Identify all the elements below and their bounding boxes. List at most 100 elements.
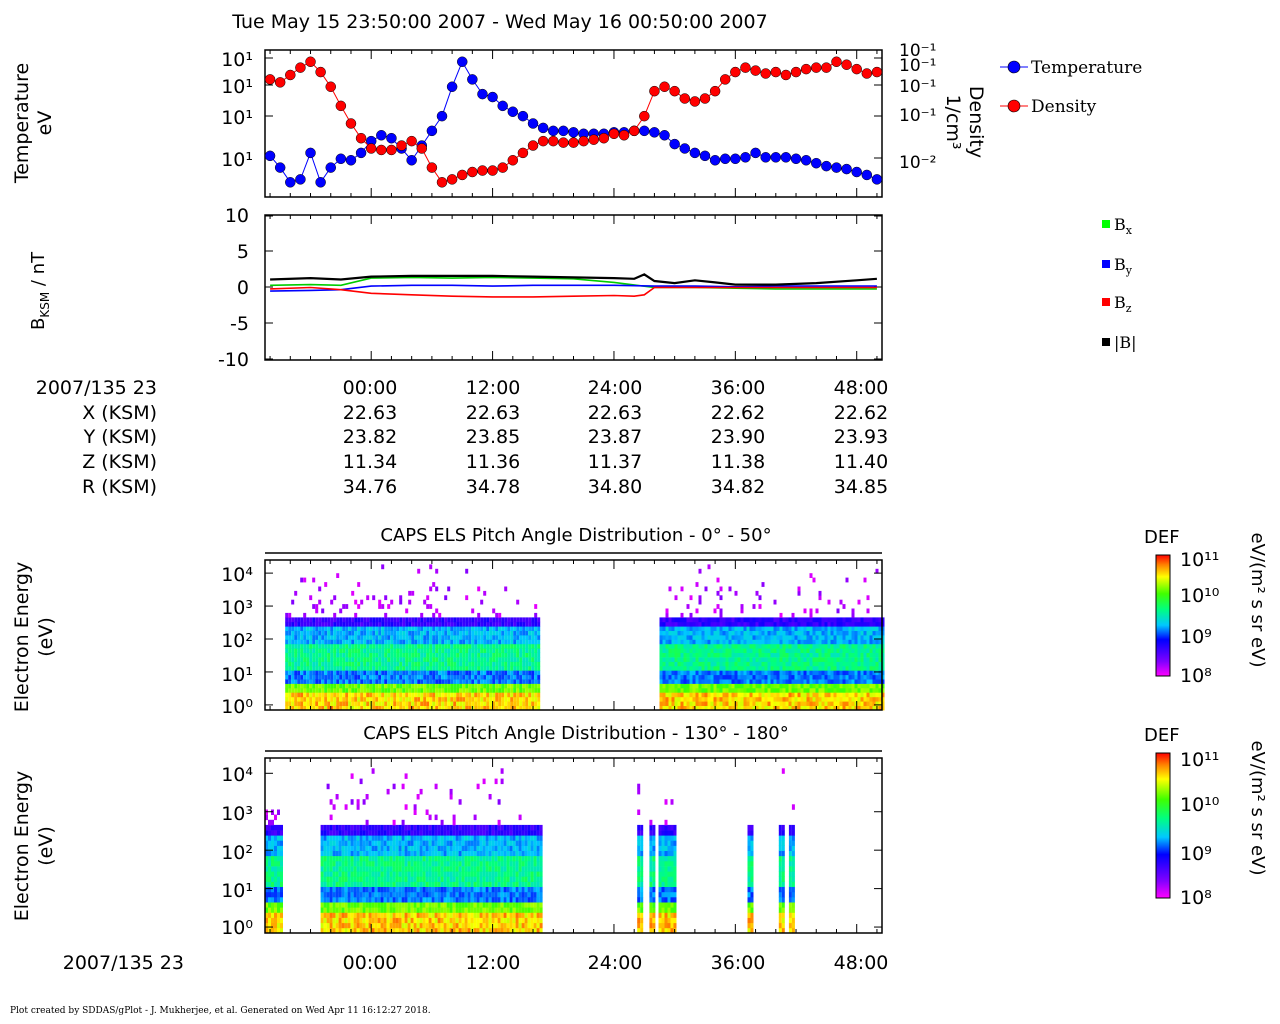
spec-cell xyxy=(285,670,289,676)
spec-cell xyxy=(740,643,744,649)
spec-cell xyxy=(671,648,675,653)
spec-cell xyxy=(384,665,388,671)
spec-cell xyxy=(378,683,382,689)
spec-cell xyxy=(350,860,354,867)
spec-cell xyxy=(431,922,435,929)
spec-cell xyxy=(420,661,424,667)
ephem-z-value: 11.38 xyxy=(711,451,765,473)
spec-cell xyxy=(411,626,415,631)
spec-cell xyxy=(704,696,708,702)
spec-cell xyxy=(333,648,337,653)
temperature-point xyxy=(497,100,508,112)
spec-cell xyxy=(363,617,367,623)
spec-cell xyxy=(350,917,354,924)
spec-cell xyxy=(809,608,813,614)
spec-cell xyxy=(444,635,448,640)
spec-cell xyxy=(429,586,433,592)
spec-cell xyxy=(336,665,340,671)
spec-cell xyxy=(342,643,346,649)
spec-cell xyxy=(274,902,277,908)
density-point xyxy=(386,144,397,156)
spec-cell xyxy=(437,881,441,887)
spec-cell xyxy=(710,701,714,706)
spec-cell xyxy=(353,860,357,867)
temperature-point xyxy=(467,74,478,85)
spec-cell xyxy=(734,679,738,684)
spec-cell xyxy=(330,692,334,698)
spec-cell xyxy=(265,891,268,898)
spec-cell xyxy=(438,643,442,649)
spec-cell xyxy=(357,692,361,698)
spec-cell xyxy=(309,661,313,667)
spec-cell xyxy=(342,696,346,702)
spec-cell xyxy=(422,881,426,887)
spec-cell xyxy=(671,626,675,631)
spec-cell xyxy=(413,866,417,872)
spec-cell xyxy=(830,621,834,627)
spec-cell xyxy=(315,701,319,706)
spec-cell xyxy=(495,612,499,618)
spec-cell xyxy=(698,648,702,653)
spec-cell xyxy=(752,626,756,631)
spec-cell xyxy=(737,679,741,684)
spec-cell xyxy=(692,652,696,658)
spec-cell xyxy=(374,897,378,903)
spec-cell xyxy=(441,621,445,627)
spec-cell xyxy=(425,876,429,882)
spec-cell xyxy=(791,679,795,684)
spec-cell xyxy=(443,876,447,882)
spec-cell xyxy=(336,696,340,702)
spec-cell xyxy=(410,840,414,846)
spec-cell xyxy=(432,679,436,684)
spec-cell xyxy=(692,621,696,627)
spec-cell xyxy=(698,617,702,623)
spec-cell xyxy=(432,661,436,667)
spec-cell xyxy=(341,830,345,836)
spec-cell xyxy=(815,696,819,702)
spec-cell xyxy=(462,705,466,711)
spec-cell xyxy=(374,912,378,918)
spec-cell xyxy=(534,687,538,693)
temperature-point xyxy=(639,125,650,137)
spec-cell xyxy=(372,670,376,676)
spec-cell xyxy=(333,643,337,649)
spec-cell xyxy=(386,907,390,913)
spec-cell xyxy=(797,679,801,684)
spec-cell xyxy=(755,687,759,693)
spec-cell xyxy=(389,876,393,882)
spec-cell xyxy=(734,683,738,689)
spec-cell xyxy=(824,687,828,693)
spec-cell xyxy=(498,652,502,658)
spec-cell xyxy=(396,643,400,649)
spec-cell xyxy=(368,866,372,872)
spec-cell xyxy=(869,617,873,623)
spec-cell xyxy=(285,665,289,671)
spec-cell xyxy=(309,621,313,627)
spec-cell xyxy=(383,902,387,908)
spec-cell xyxy=(300,648,304,653)
spec-cell xyxy=(438,612,442,618)
spec-cell xyxy=(492,652,496,658)
spec-cell xyxy=(306,617,310,623)
spec-cell xyxy=(755,630,759,636)
spec-cell xyxy=(731,674,735,680)
spec-cell xyxy=(312,692,316,698)
spec-cell xyxy=(271,830,274,836)
spec-cell xyxy=(863,643,867,649)
spec-cell xyxy=(522,661,526,667)
spec-cell xyxy=(386,897,390,903)
spec-cell xyxy=(725,648,729,653)
spec-cell xyxy=(525,679,529,684)
spec-cell xyxy=(740,652,744,658)
density-point xyxy=(517,147,529,159)
spec-cell xyxy=(360,626,364,631)
spec-cell xyxy=(863,683,867,689)
spec-cell xyxy=(710,617,714,623)
spec-cell xyxy=(344,866,348,872)
spec-cell xyxy=(408,626,412,631)
spec-cell xyxy=(437,845,441,851)
spec-cell xyxy=(698,674,702,680)
spec-cell xyxy=(378,626,382,631)
spec-cell xyxy=(531,665,535,671)
panel2-ytick-10: 10 xyxy=(225,205,249,227)
